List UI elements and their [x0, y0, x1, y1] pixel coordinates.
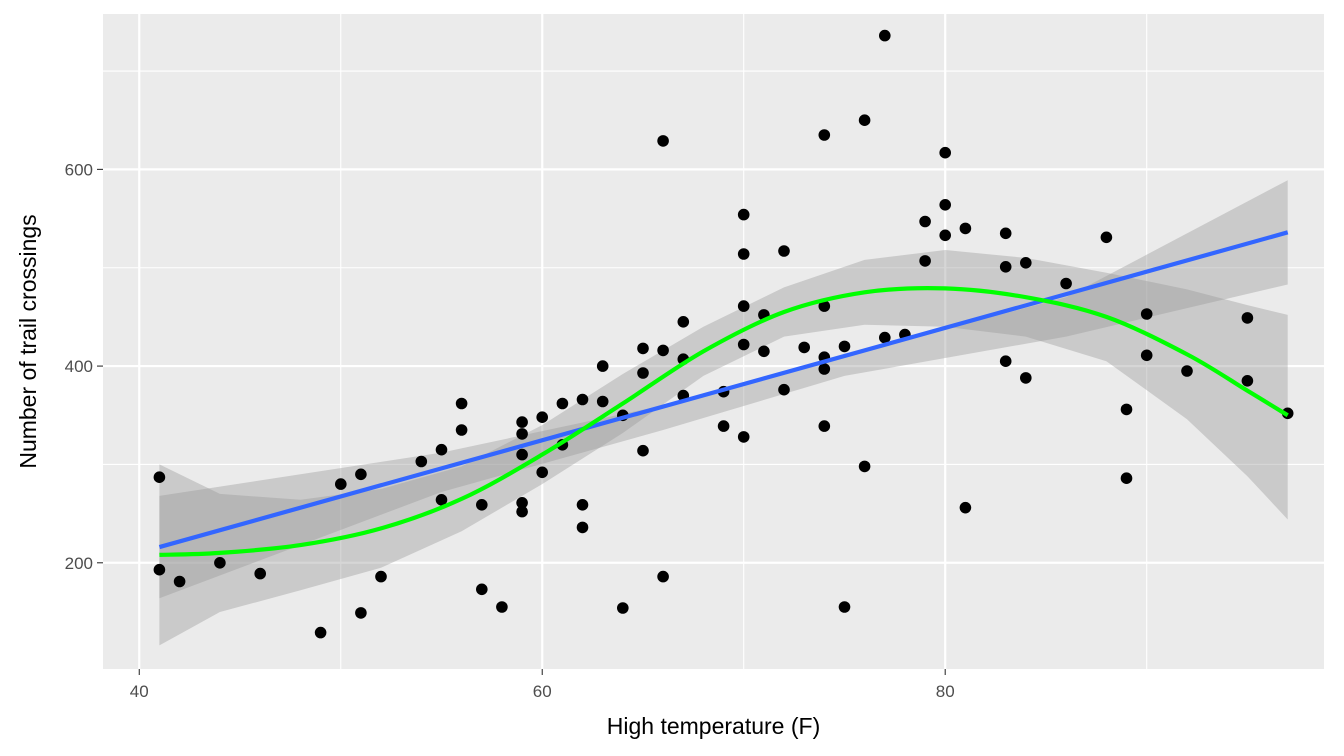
linear-fit-line [158, 230, 1289, 550]
data-point [637, 367, 649, 379]
data-point [536, 466, 548, 479]
data-point [516, 497, 528, 509]
data-point [596, 395, 609, 408]
data-point [879, 331, 891, 344]
data-point [516, 416, 528, 428]
data-point [1020, 257, 1032, 269]
data-point [637, 342, 649, 355]
data-point [717, 420, 730, 432]
data-point [838, 340, 851, 353]
data-point [1241, 312, 1254, 324]
x-tick-label: 40 [130, 682, 149, 701]
data-point [778, 383, 790, 396]
data-point [1120, 403, 1133, 416]
data-point [335, 478, 347, 490]
data-point [153, 471, 166, 484]
data-point [516, 505, 528, 518]
data-point [496, 601, 508, 613]
data-point [536, 411, 548, 424]
y-tick-label: 200 [65, 554, 93, 573]
data-point [516, 448, 528, 461]
data-point [737, 338, 750, 351]
data-point [858, 114, 871, 126]
data-point [999, 227, 1012, 240]
data-point [455, 424, 468, 436]
data-point [879, 29, 891, 42]
data-point [939, 199, 951, 211]
data-point [818, 300, 831, 312]
data-point [737, 248, 750, 260]
data-point [435, 494, 448, 506]
data-point [1140, 349, 1153, 362]
data-point [838, 601, 851, 613]
data-point [355, 607, 367, 619]
data-point [959, 501, 972, 514]
data-point [576, 393, 589, 406]
data-point [1140, 308, 1153, 320]
data-point [435, 443, 448, 456]
data-point [314, 626, 327, 639]
data-point [657, 135, 669, 147]
data-point [153, 563, 166, 576]
data-point [516, 428, 528, 440]
data-point [657, 570, 669, 583]
data-point [254, 567, 266, 580]
data-point [818, 363, 831, 375]
data-point [415, 455, 428, 468]
data-point [173, 575, 186, 588]
data-point [476, 499, 488, 511]
data-point [798, 341, 810, 354]
axis-ticks [97, 168, 946, 675]
data-point [1060, 277, 1072, 290]
data-points [153, 29, 1294, 639]
data-point [576, 521, 589, 534]
data-point [1120, 472, 1133, 485]
data-point [476, 583, 488, 596]
y-tick-label: 400 [65, 357, 93, 376]
data-point [999, 261, 1012, 273]
data-point [617, 602, 629, 614]
data-point [758, 345, 770, 358]
data-point [637, 444, 649, 457]
x-tick-label: 80 [936, 682, 955, 701]
data-point [737, 208, 750, 221]
data-point [1241, 375, 1254, 387]
y-axis-title: Number of trail crossings [15, 214, 41, 468]
plot-panel [103, 14, 1324, 669]
data-point [576, 499, 589, 511]
data-point [919, 255, 931, 267]
data-point [858, 460, 871, 473]
tick-labels: 40 60 80 200 400 600 [65, 160, 955, 701]
data-point [999, 355, 1012, 368]
data-point [455, 397, 468, 410]
data-point [1020, 372, 1032, 384]
fit-lines [158, 230, 1289, 557]
x-axis-title: High temperature (F) [607, 713, 820, 739]
data-point [1100, 231, 1113, 244]
data-point [737, 431, 750, 443]
data-point [355, 468, 367, 481]
data-point [214, 557, 226, 569]
data-point [778, 245, 790, 257]
data-point [818, 129, 831, 141]
data-point [959, 222, 972, 235]
minor-gridlines [103, 14, 1324, 669]
x-tick-label: 60 [533, 682, 552, 701]
data-point [939, 229, 951, 242]
loess-fit-confidence-band [159, 250, 1288, 646]
data-point [818, 420, 831, 432]
y-tick-label: 600 [65, 160, 93, 179]
data-point [375, 570, 387, 583]
major-gridlines [103, 14, 1324, 669]
data-point [939, 146, 951, 159]
data-point [596, 360, 609, 372]
data-point [556, 397, 569, 410]
data-point [919, 215, 931, 228]
data-point [1181, 365, 1193, 377]
data-point [677, 316, 690, 328]
data-point [657, 344, 669, 357]
loess-fit-line [159, 286, 1289, 557]
data-point [737, 300, 750, 312]
